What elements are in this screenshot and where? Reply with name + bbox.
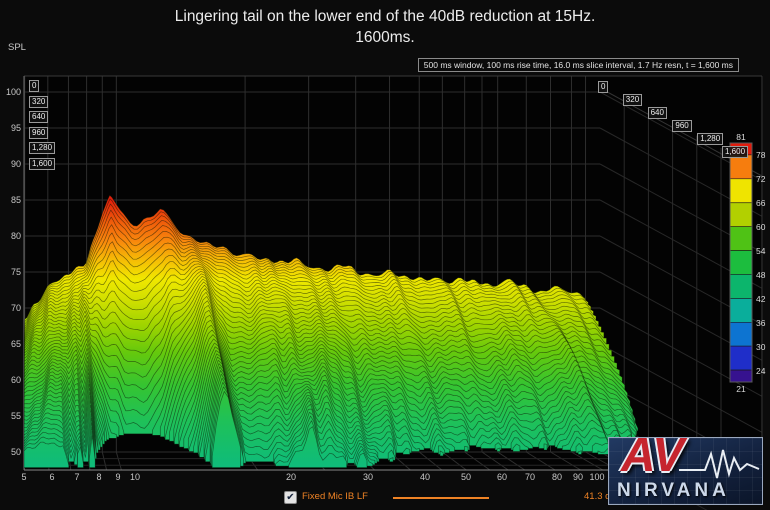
- x-axis-tick-label: 60: [496, 472, 507, 482]
- x-axis-tick-label: 20: [285, 472, 296, 482]
- legend-checkbox[interactable]: ✔: [284, 491, 297, 504]
- time-slice-label: 960: [29, 126, 49, 139]
- time-slice-label: 1,280: [29, 142, 56, 155]
- legend-cursor-value: 41.3 dB: [584, 491, 617, 502]
- x-axis-tick-label: 30: [362, 472, 373, 482]
- colorbar: [729, 142, 753, 383]
- logo-waveform-icon: [679, 449, 760, 479]
- colorbar-segment: [729, 321, 753, 347]
- time-slice-label: 1,600: [722, 145, 749, 158]
- colorbar-max-label: 81: [736, 132, 746, 142]
- x-axis-tick-label: 40: [419, 472, 430, 482]
- y-axis-tick-label: 80: [10, 231, 21, 241]
- time-slice-label: 320: [622, 93, 643, 106]
- y-axis-tick-label: 60: [10, 375, 21, 385]
- title-line-2: 1600ms.: [355, 29, 415, 46]
- y-axis-tick-label: 95: [10, 123, 21, 133]
- time-slice-label: 0: [29, 80, 40, 92]
- colorbar-segment: [729, 226, 753, 251]
- colorbar-tick-label: 24: [756, 365, 766, 376]
- waterfall-slice: [24, 353, 609, 454]
- grid-line: [550, 451, 581, 471]
- legend-trace-name[interactable]: Fixed Mic IB LF: [302, 491, 368, 502]
- measurement-info-box: 500 ms window, 100 ms rise time, 16.0 ms…: [417, 58, 739, 72]
- colorbar-segment: [729, 298, 753, 323]
- x-axis-tick-label: 6: [49, 472, 55, 482]
- colorbar-segment: [729, 274, 753, 299]
- time-slice-label: 960: [672, 119, 692, 132]
- x-axis-tick-label: 7: [74, 472, 80, 482]
- y-axis-tick-label: 65: [10, 339, 21, 349]
- grid-line: [526, 451, 556, 471]
- colorbar-border: [729, 142, 753, 383]
- time-slice-label: 640: [29, 111, 49, 124]
- y-axis-tick-label: 85: [10, 195, 21, 205]
- grid-line: [599, 343, 763, 433]
- colorbar-segment: [729, 345, 753, 371]
- colorbar-tick-label: 78: [756, 150, 766, 161]
- grid-line: [101, 451, 108, 471]
- logo-av-text: AV: [621, 437, 685, 482]
- page-title: Lingering tail on the lower end of the 4…: [0, 6, 770, 48]
- grid-line: [464, 451, 491, 471]
- title-line-1: Lingering tail on the lower end of the 4…: [174, 8, 596, 25]
- grid-line: [418, 451, 443, 471]
- waterfall-slice: [24, 391, 368, 468]
- legend-trace-color-line: [393, 497, 489, 499]
- time-slice-label: 1,600: [29, 158, 56, 170]
- colorbar-tick-label: 36: [756, 317, 766, 328]
- grid-line: [115, 451, 122, 471]
- colorbar-segment: [729, 369, 753, 383]
- logo-nirvana-text: NIRVANA: [617, 480, 730, 501]
- colorbar-tick-label: 72: [756, 174, 766, 185]
- grid-line: [481, 451, 509, 471]
- colorbar-segment: [729, 202, 753, 228]
- x-axis-tick-label: 100: [589, 472, 605, 482]
- time-slice-label: 1,280: [697, 132, 724, 145]
- x-axis-tick-label: 50: [460, 472, 471, 482]
- grid-line: [497, 451, 526, 471]
- waterfall-slice: [24, 356, 612, 455]
- y-axis-title: SPL: [8, 42, 26, 53]
- y-axis-tick-label: 70: [10, 303, 21, 313]
- y-axis-tick-label: 50: [10, 447, 21, 457]
- grid-line: [442, 451, 467, 471]
- grid-line: [571, 451, 604, 471]
- y-axis-tick-label: 90: [10, 159, 21, 169]
- time-slice-label: 320: [29, 95, 49, 108]
- x-axis-tick-label: 5: [21, 472, 27, 482]
- y-axis-tick-label: 75: [10, 267, 21, 277]
- colorbar-segment: [729, 250, 753, 275]
- colorbar-tick-label: 60: [756, 222, 766, 233]
- colorbar-min-label: 21: [736, 384, 746, 394]
- colorbar-segment: [729, 178, 753, 204]
- x-axis-tick-label: 70: [524, 472, 535, 482]
- colorbar-tick-label: 66: [756, 198, 766, 209]
- x-axis-tick-label: 80: [551, 472, 562, 482]
- x-axis-tick-label: 8: [96, 472, 102, 482]
- x-axis-tick-label: 10: [129, 472, 140, 482]
- x-axis-tick-label: 90: [572, 472, 583, 482]
- colorbar-segment: [729, 154, 753, 180]
- colorbar-tick-label: 42: [756, 293, 766, 304]
- av-nirvana-logo: AV NIRVANA: [608, 437, 763, 505]
- x-axis-tick-label: 9: [115, 472, 121, 482]
- colorbar-tick-label: 30: [756, 341, 766, 352]
- waterfall-slices: [24, 194, 639, 468]
- y-axis-tick-label: 55: [10, 411, 21, 421]
- colorbar-tick-label: 48: [756, 269, 766, 280]
- colorbar-tick-label: 54: [756, 246, 766, 257]
- time-slice-label: 640: [647, 106, 667, 119]
- time-slice-label: 0: [598, 81, 609, 93]
- y-axis-tick-label: 100: [5, 87, 21, 97]
